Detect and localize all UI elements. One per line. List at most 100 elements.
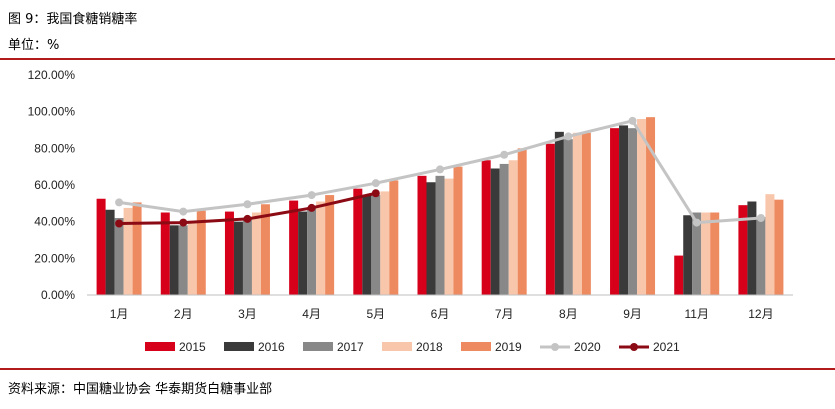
legend-swatch	[145, 342, 175, 351]
x-tick-label: 8月	[559, 307, 578, 321]
point-2020-7	[564, 132, 573, 141]
y-tick-label: 100.00%	[28, 105, 76, 119]
bar-2019-9	[710, 212, 720, 295]
point-2020-3	[307, 191, 316, 200]
bar-2015-7	[545, 143, 555, 295]
bar-2017-4	[371, 195, 381, 295]
bar-2017-7	[563, 139, 573, 295]
bar-2015-8	[610, 128, 620, 295]
legend: 2015 2016 2017 2018 2019 2020 2021	[145, 340, 680, 354]
bar-2019-1	[196, 210, 206, 295]
legend-swatch	[382, 342, 412, 351]
bar-2016-3	[298, 211, 308, 295]
bar-2015-0	[96, 198, 106, 295]
bar-2018-1	[187, 220, 197, 295]
point-2020-0	[115, 198, 124, 207]
legend-label: 2020	[574, 340, 601, 354]
point-2020-9	[692, 218, 701, 227]
x-tick-label: 2月	[174, 307, 193, 321]
x-tick-label: 7月	[495, 307, 514, 321]
bar-2016-8	[619, 125, 629, 296]
bar-2016-9	[683, 215, 693, 295]
x-tick-label: 4月	[302, 307, 321, 321]
bar-2019-10	[774, 199, 784, 295]
bar-2015-10	[738, 205, 748, 295]
y-axis: 0.00% 20.00% 40.00% 60.00% 80.00% 100.00% 120.…	[28, 68, 76, 302]
x-tick-label: 1月	[110, 307, 129, 321]
x-tick-label: 5月	[366, 307, 385, 321]
bottom-divider	[0, 368, 835, 370]
point-2021-1	[179, 218, 188, 227]
bar-2018-3	[316, 201, 326, 295]
bar-2015-9	[674, 255, 684, 295]
y-tick-label: 40.00%	[34, 215, 75, 229]
legend-item-2015: 2015	[145, 340, 206, 354]
source-note: 资料来源：中国糖业协会 华泰期货白糖事业部	[8, 382, 273, 397]
y-tick-label: 60.00%	[34, 178, 75, 192]
bar-2019-4	[389, 180, 399, 295]
bar-2017-1	[178, 225, 188, 295]
bar-2018-0	[123, 207, 133, 295]
legend-label: 2018	[416, 340, 443, 354]
bar-2015-1	[160, 212, 170, 295]
legend-item-2016: 2016	[224, 340, 285, 354]
bar-2018-7	[572, 132, 582, 295]
x-axis: 1月 2月 3月 4月 5月 6月 7月 8月 9月 11月 12月	[87, 294, 793, 321]
bar-2016-0	[105, 209, 115, 295]
x-tick-label: 3月	[238, 307, 257, 321]
point-2020-1	[179, 207, 188, 216]
legend-item-2017: 2017	[303, 340, 364, 354]
bar-2019-0	[132, 202, 142, 295]
legend-item-2018: 2018	[382, 340, 443, 354]
bar-2017-6	[499, 163, 509, 295]
x-tick-label: 12月	[748, 307, 773, 321]
bar-2017-9	[692, 212, 702, 295]
legend-label: 2019	[495, 340, 522, 354]
line-series	[115, 116, 765, 228]
legend-swatch	[303, 342, 333, 351]
legend-label: 2015	[179, 340, 206, 354]
legend-label: 2021	[653, 340, 680, 354]
bar-2015-5	[417, 175, 427, 295]
bar-2019-3	[325, 195, 335, 295]
bar-2019-8	[646, 117, 656, 296]
unit-label: 单位：%	[8, 38, 60, 53]
figure-title: 图 9：我国食糖销糖率	[8, 12, 138, 27]
bar-2016-6	[490, 168, 500, 295]
bar-2019-6	[517, 148, 527, 295]
point-2020-8	[628, 116, 637, 125]
bar-2019-7	[581, 132, 591, 295]
legend-swatch	[461, 342, 491, 351]
bar-2018-8	[637, 119, 647, 295]
point-2021-4	[371, 189, 380, 198]
y-tick-label: 0.00%	[41, 288, 75, 302]
bar-2017-5	[435, 175, 445, 295]
bar-2016-7	[554, 131, 564, 295]
legend-swatch	[224, 342, 254, 351]
bar-2018-6	[508, 160, 518, 295]
bar-2015-2	[224, 211, 234, 295]
point-2020-5	[436, 165, 444, 174]
bar-2015-4	[353, 188, 363, 295]
bar-2015-6	[481, 160, 491, 295]
bar-2015-3	[289, 200, 299, 295]
point-2020-4	[371, 179, 380, 188]
bar-2018-9	[701, 212, 711, 295]
bar-2017-0	[114, 218, 124, 295]
bar-2016-4	[362, 195, 372, 295]
bar-series	[96, 117, 784, 296]
bar-2016-1	[169, 225, 179, 295]
bar-2017-8	[628, 128, 638, 295]
bar-2017-3	[307, 207, 317, 295]
bar-2018-5	[444, 178, 454, 295]
legend-item-2020: 2020	[540, 340, 601, 354]
bar-2019-5	[453, 166, 463, 295]
x-tick-label: 9月	[623, 307, 642, 321]
point-2020-2	[243, 200, 252, 209]
point-2021-2	[243, 214, 252, 223]
legend-item-2021: 2021	[619, 340, 680, 354]
x-tick-label: 11月	[684, 307, 708, 321]
bar-2016-10	[747, 201, 757, 295]
x-tick-label: 6月	[431, 307, 450, 321]
